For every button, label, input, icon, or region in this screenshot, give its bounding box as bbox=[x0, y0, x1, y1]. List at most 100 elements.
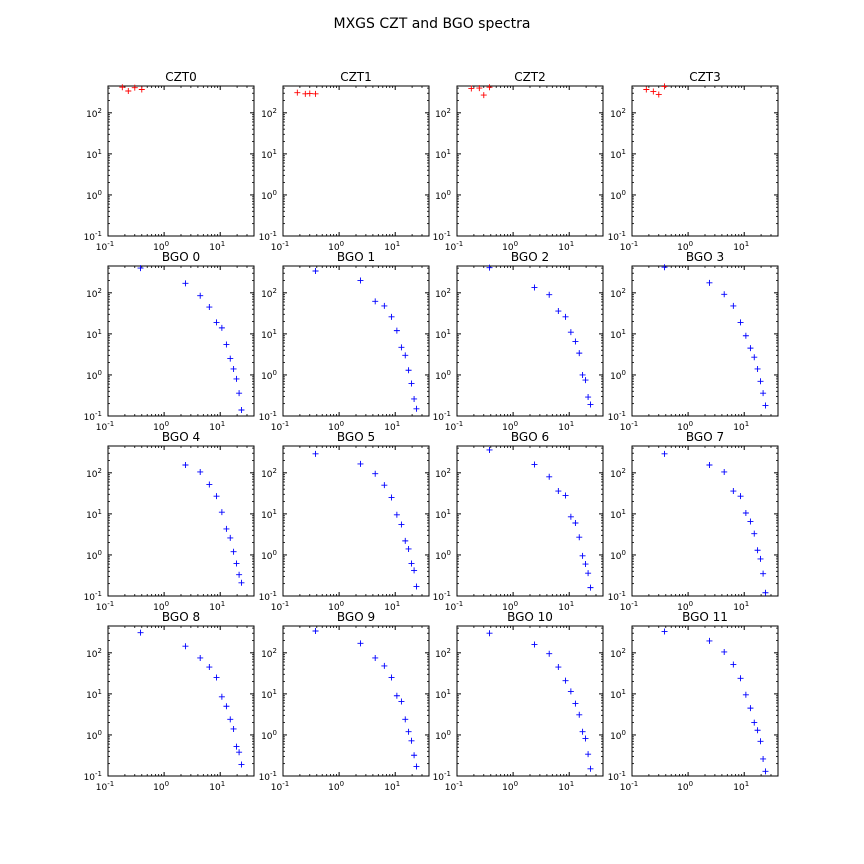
data-point bbox=[223, 525, 230, 532]
data-point bbox=[579, 728, 586, 735]
subplot-title: BGO 11 bbox=[682, 610, 728, 624]
data-point bbox=[730, 488, 737, 495]
subplot-title: BGO 6 bbox=[511, 430, 549, 444]
data-point bbox=[388, 313, 395, 320]
y-tick-label: 101 bbox=[610, 148, 626, 161]
data-point bbox=[747, 345, 754, 352]
data-point bbox=[587, 401, 594, 408]
x-tick-label: 101 bbox=[558, 600, 574, 613]
data-point bbox=[585, 751, 592, 758]
data-point bbox=[223, 703, 230, 710]
data-point bbox=[721, 648, 728, 655]
subplot-title: BGO 5 bbox=[337, 430, 375, 444]
subplot-czt0: CZT0 10-1 100 101 10-1 100 101 102 bbox=[84, 70, 255, 253]
y-tick-label: 10-1 bbox=[259, 230, 277, 243]
y-tick-label: 101 bbox=[261, 508, 277, 521]
data-point bbox=[357, 640, 364, 647]
x-tick-label: 100 bbox=[328, 780, 344, 793]
x-tick-label: 10-1 bbox=[96, 240, 114, 253]
subplot-title: CZT1 bbox=[340, 70, 372, 84]
data-point bbox=[233, 375, 240, 382]
subplot-bgo-0: BGO 0 10-1 100 101 10-1 100 101 102 bbox=[84, 250, 255, 433]
data-point bbox=[398, 698, 405, 705]
data-point bbox=[411, 395, 418, 402]
data-point bbox=[757, 555, 764, 562]
series-points bbox=[312, 267, 420, 412]
x-tick-label: 101 bbox=[733, 240, 749, 253]
y-tick-label: 100 bbox=[435, 729, 451, 742]
data-point bbox=[742, 510, 749, 517]
x-tick-label: 100 bbox=[153, 600, 169, 613]
data-point bbox=[737, 319, 744, 326]
y-tick-label: 101 bbox=[435, 328, 451, 341]
data-point bbox=[555, 488, 562, 495]
subplot-title: BGO 9 bbox=[337, 610, 375, 624]
data-point bbox=[572, 700, 579, 707]
data-point bbox=[587, 765, 594, 772]
data-point bbox=[381, 662, 388, 669]
subplot-title: BGO 8 bbox=[162, 610, 200, 624]
data-point bbox=[706, 462, 713, 469]
y-tick-label: 10-1 bbox=[259, 770, 277, 783]
data-point bbox=[206, 304, 213, 311]
data-point bbox=[562, 492, 569, 499]
x-tick-label: 100 bbox=[502, 780, 518, 793]
y-tick-label: 100 bbox=[261, 729, 277, 742]
panel-grid: CZT0 10-1 100 101 10-1 100 101 102 CZT1 10-1 100 10… bbox=[84, 70, 779, 793]
x-tick-label: 101 bbox=[384, 780, 400, 793]
x-tick-label: 101 bbox=[733, 780, 749, 793]
data-point bbox=[393, 327, 400, 334]
data-point bbox=[661, 83, 668, 90]
data-point bbox=[661, 450, 668, 457]
data-point bbox=[405, 545, 412, 552]
x-tick-label: 101 bbox=[558, 240, 574, 253]
data-point bbox=[730, 302, 737, 309]
y-tick-label: 101 bbox=[86, 508, 102, 521]
data-point bbox=[751, 719, 758, 726]
data-point bbox=[381, 302, 388, 309]
data-point bbox=[137, 265, 144, 272]
data-point bbox=[206, 481, 213, 488]
data-point bbox=[760, 755, 767, 762]
subplot-title: BGO 10 bbox=[507, 610, 553, 624]
data-point bbox=[388, 674, 395, 681]
data-point bbox=[218, 324, 225, 331]
data-point bbox=[230, 548, 237, 555]
data-point bbox=[486, 446, 493, 453]
x-tick-label: 101 bbox=[733, 420, 749, 433]
subplot-bgo-4: BGO 4 10-1 100 101 10-1 100 101 102 bbox=[84, 430, 255, 613]
subplot-title: CZT3 bbox=[689, 70, 721, 84]
y-tick-label: 101 bbox=[86, 148, 102, 161]
data-point bbox=[227, 716, 234, 723]
x-tick-label: 101 bbox=[558, 780, 574, 793]
y-tick-label: 100 bbox=[610, 369, 626, 382]
data-point bbox=[730, 661, 737, 668]
x-tick-label: 100 bbox=[502, 600, 518, 613]
data-point bbox=[737, 493, 744, 500]
data-point bbox=[408, 737, 415, 744]
x-tick-label: 100 bbox=[328, 420, 344, 433]
y-tick-label: 100 bbox=[86, 549, 102, 562]
y-tick-label: 100 bbox=[435, 549, 451, 562]
data-point bbox=[468, 85, 475, 92]
data-point bbox=[582, 561, 589, 568]
data-point bbox=[236, 749, 243, 756]
y-tick-label: 102 bbox=[435, 467, 451, 480]
subplot-bgo-9: BGO 9 10-1 100 101 10-1 100 101 102 bbox=[259, 610, 430, 793]
y-tick-label: 100 bbox=[435, 369, 451, 382]
data-point bbox=[306, 90, 313, 97]
y-tick-label: 100 bbox=[261, 549, 277, 562]
data-point bbox=[197, 654, 204, 661]
data-point bbox=[227, 355, 234, 362]
data-point bbox=[737, 675, 744, 682]
data-point bbox=[413, 583, 420, 590]
x-tick-label: 100 bbox=[153, 420, 169, 433]
data-point bbox=[582, 377, 589, 384]
data-point bbox=[213, 319, 220, 326]
y-tick-label: 101 bbox=[86, 328, 102, 341]
y-tick-label: 100 bbox=[610, 189, 626, 202]
data-point bbox=[546, 473, 553, 480]
y-tick-label: 101 bbox=[435, 508, 451, 521]
x-tick-label: 100 bbox=[677, 420, 693, 433]
y-tick-label: 101 bbox=[610, 328, 626, 341]
